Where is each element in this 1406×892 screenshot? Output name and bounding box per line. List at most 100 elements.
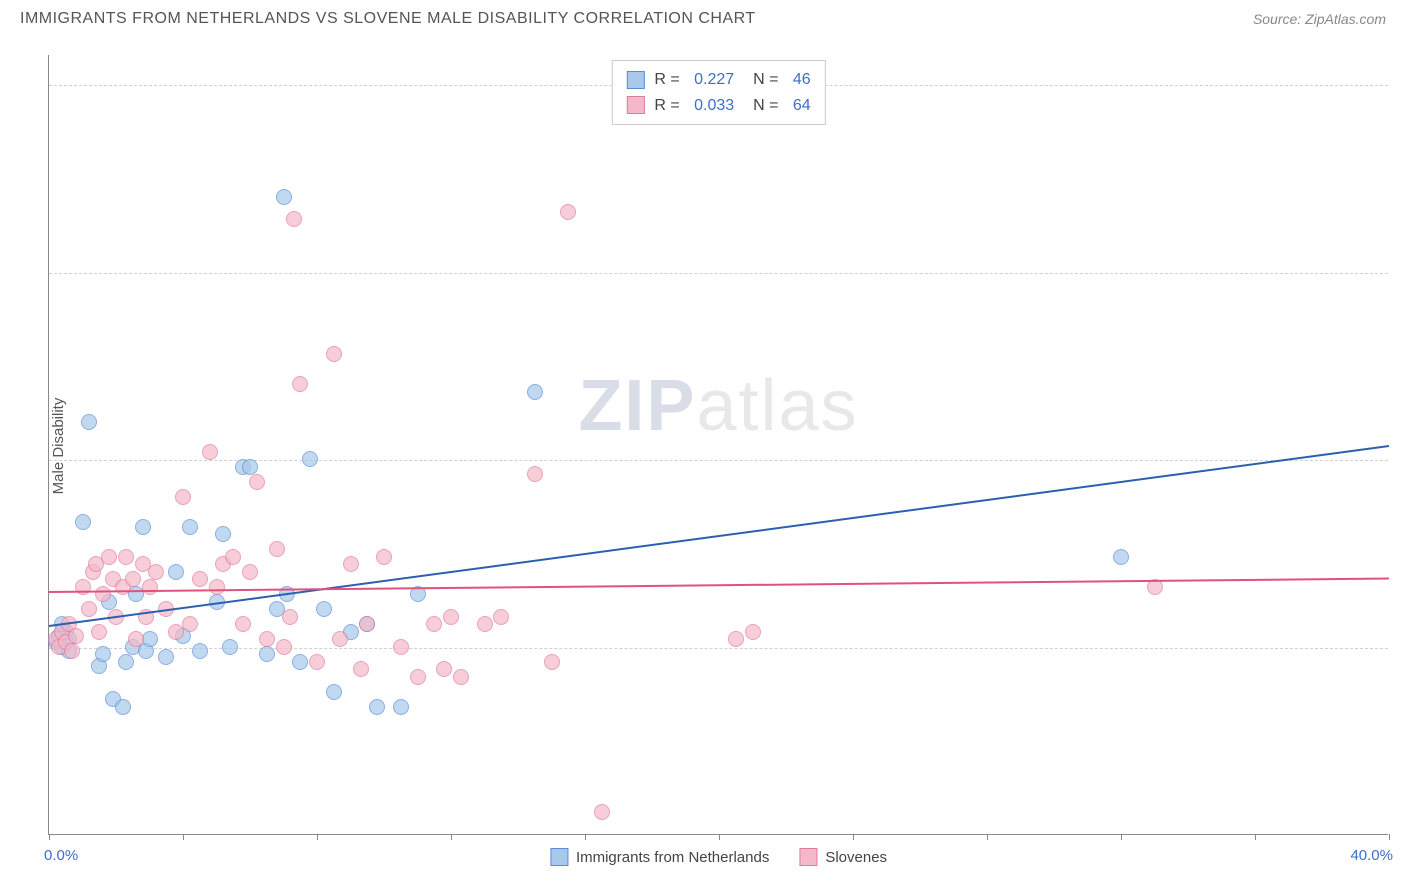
data-point	[410, 669, 426, 685]
bottom-legend: Immigrants from Netherlands Slovenes	[550, 848, 887, 866]
data-point	[282, 609, 298, 625]
data-point	[276, 639, 292, 655]
header: IMMIGRANTS FROM NETHERLANDS VS SLOVENE M…	[0, 0, 1406, 33]
data-point	[316, 601, 332, 617]
x-tick-mark	[987, 834, 988, 840]
data-point	[269, 541, 285, 557]
data-point	[118, 549, 134, 565]
data-point	[95, 646, 111, 662]
legend-item-slovenes: Slovenes	[799, 848, 887, 866]
data-point	[182, 616, 198, 632]
y-tick-label: 37.5%	[1393, 263, 1406, 280]
y-tick-label: 25.0%	[1393, 450, 1406, 467]
data-point	[527, 466, 543, 482]
data-point	[276, 189, 292, 205]
x-axis-max: 40.0%	[1350, 847, 1393, 864]
data-point	[393, 639, 409, 655]
data-point	[168, 564, 184, 580]
data-point	[745, 624, 761, 640]
x-tick-mark	[1389, 834, 1390, 840]
data-point	[209, 579, 225, 595]
data-point	[148, 564, 164, 580]
data-point	[286, 211, 302, 227]
data-point	[1113, 549, 1129, 565]
gridline	[49, 273, 1388, 274]
data-point	[249, 474, 265, 490]
data-point	[353, 661, 369, 677]
data-point	[75, 514, 91, 530]
data-point	[376, 549, 392, 565]
x-tick-mark	[183, 834, 184, 840]
data-point	[81, 414, 97, 430]
swatch-icon	[626, 71, 644, 89]
gridline	[49, 648, 1388, 649]
data-point	[369, 699, 385, 715]
swatch-icon	[626, 96, 644, 114]
data-point	[560, 204, 576, 220]
data-point	[259, 646, 275, 662]
data-point	[393, 699, 409, 715]
x-tick-mark	[451, 834, 452, 840]
data-point	[192, 571, 208, 587]
legend-row-1: R = 0.227 N = 46	[626, 67, 810, 93]
x-tick-mark	[1121, 834, 1122, 840]
data-point	[225, 549, 241, 565]
data-point	[64, 643, 80, 659]
data-point	[493, 609, 509, 625]
data-point	[527, 384, 543, 400]
data-point	[359, 616, 375, 632]
data-point	[101, 549, 117, 565]
data-point	[326, 346, 342, 362]
data-point	[142, 579, 158, 595]
data-point	[453, 669, 469, 685]
x-tick-mark	[853, 834, 854, 840]
data-point	[118, 654, 134, 670]
data-point	[259, 631, 275, 647]
legend-stats: R = 0.227 N = 46 R = 0.033 N = 64	[611, 60, 825, 125]
y-tick-label: 50.0%	[1393, 75, 1406, 92]
data-point	[222, 639, 238, 655]
data-point	[426, 616, 442, 632]
data-point	[215, 526, 231, 542]
data-point	[81, 601, 97, 617]
data-point	[477, 616, 493, 632]
x-tick-mark	[719, 834, 720, 840]
chart-title: IMMIGRANTS FROM NETHERLANDS VS SLOVENE M…	[20, 10, 756, 28]
data-point	[292, 376, 308, 392]
data-point	[343, 556, 359, 572]
data-point	[302, 451, 318, 467]
data-point	[292, 654, 308, 670]
data-point	[235, 616, 251, 632]
data-point	[135, 519, 151, 535]
data-point	[175, 489, 191, 505]
data-point	[309, 654, 325, 670]
data-point	[95, 586, 111, 602]
data-point	[326, 684, 342, 700]
data-point	[728, 631, 744, 647]
x-tick-mark	[49, 834, 50, 840]
x-tick-mark	[1255, 834, 1256, 840]
data-point	[436, 661, 452, 677]
data-point	[192, 643, 208, 659]
data-point	[202, 444, 218, 460]
data-point	[125, 571, 141, 587]
x-tick-mark	[585, 834, 586, 840]
data-point	[128, 631, 144, 647]
data-point	[91, 624, 107, 640]
data-point	[332, 631, 348, 647]
data-point	[68, 628, 84, 644]
watermark: ZIPatlas	[578, 365, 858, 447]
y-tick-label: 12.5%	[1393, 638, 1406, 655]
swatch-icon	[799, 848, 817, 866]
data-point	[544, 654, 560, 670]
source-label: Source: ZipAtlas.com	[1253, 11, 1386, 27]
x-tick-mark	[317, 834, 318, 840]
data-point	[242, 564, 258, 580]
x-axis-min: 0.0%	[44, 847, 78, 864]
data-point	[158, 649, 174, 665]
data-point	[242, 459, 258, 475]
swatch-icon	[550, 848, 568, 866]
legend-item-netherlands: Immigrants from Netherlands	[550, 848, 769, 866]
data-point	[443, 609, 459, 625]
data-point	[594, 804, 610, 820]
